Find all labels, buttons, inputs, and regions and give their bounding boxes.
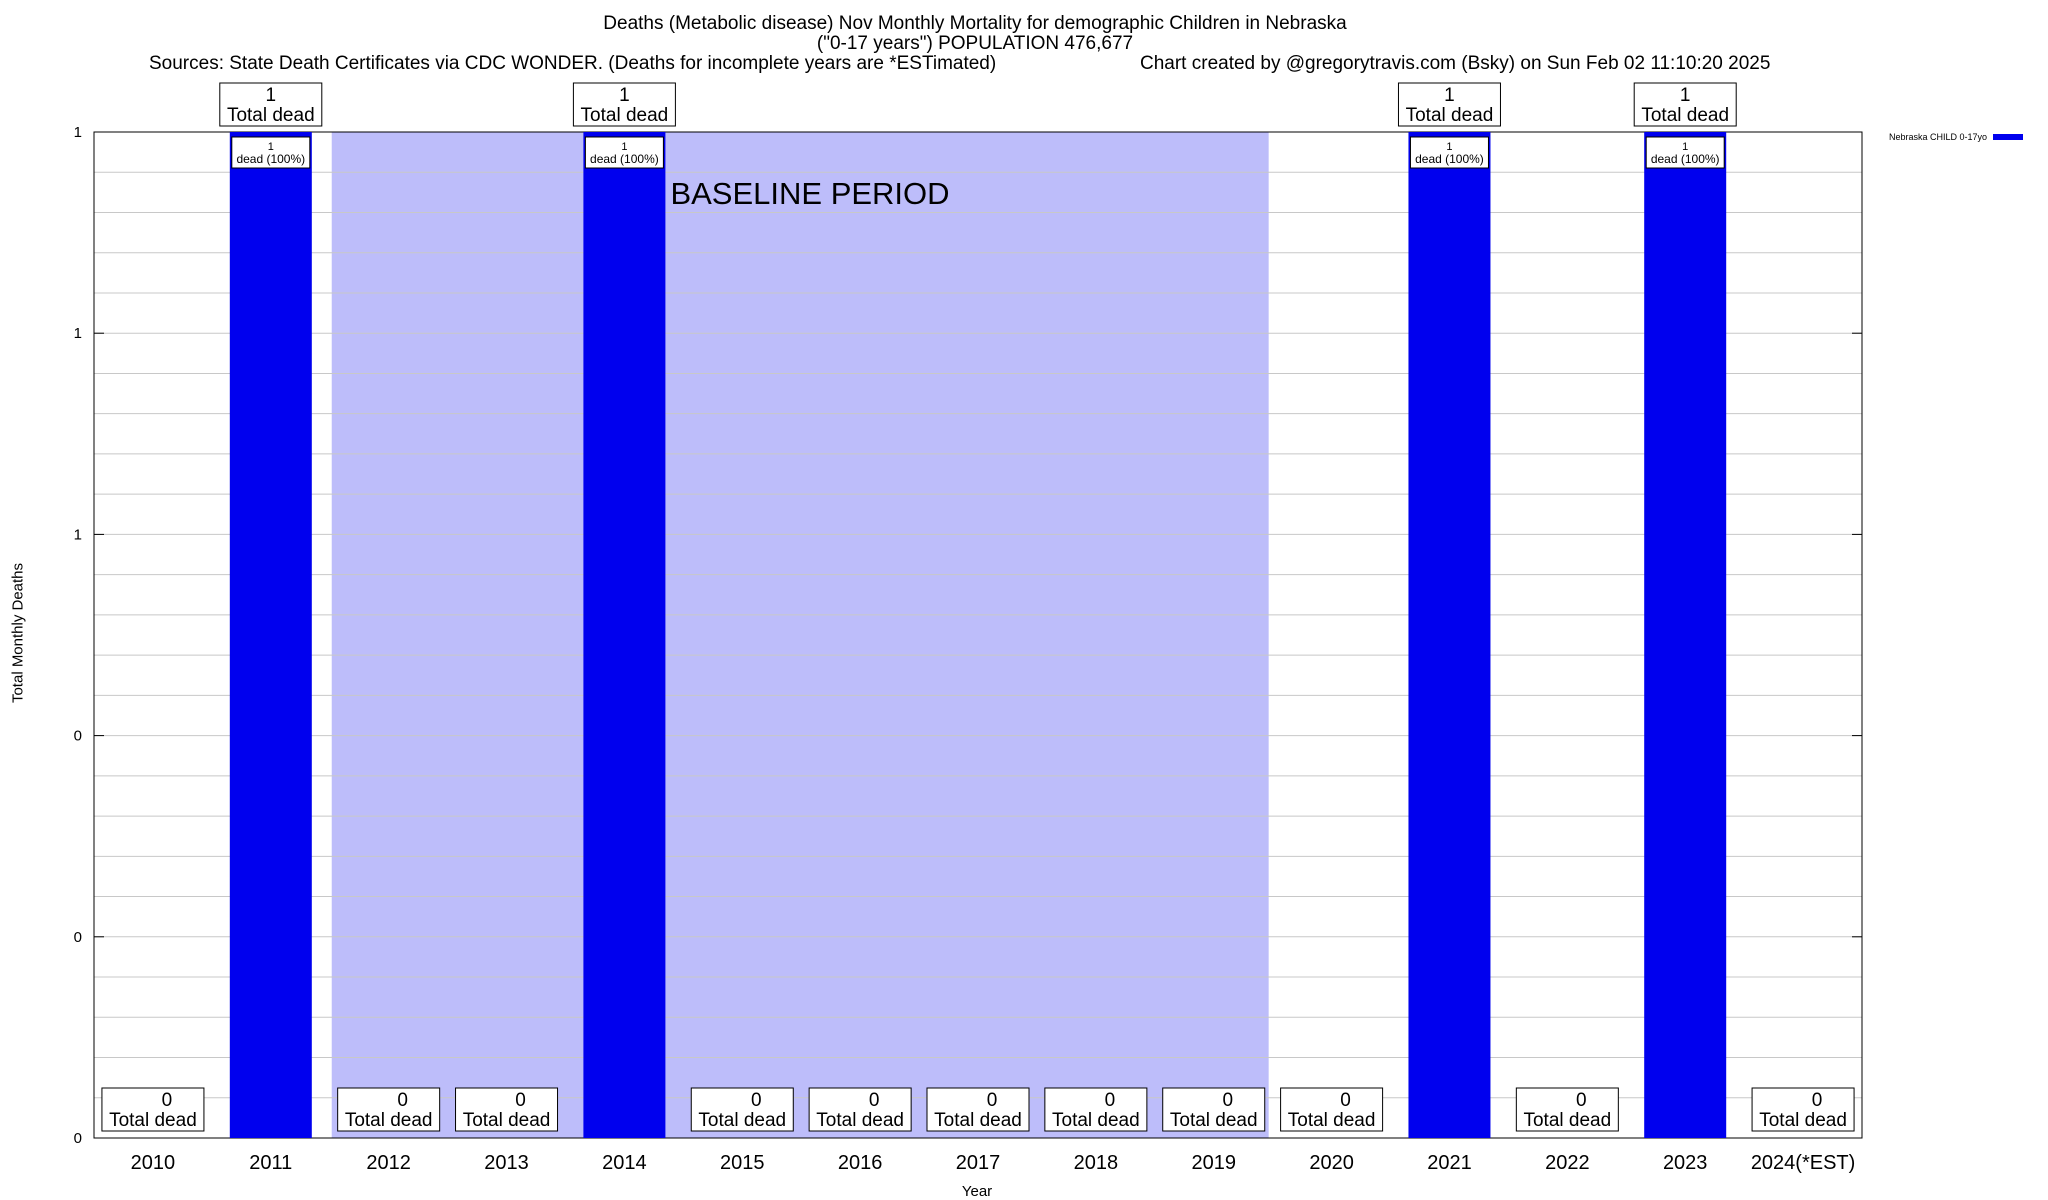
y-tick-label: 0 [74, 728, 82, 745]
bar-total-value: 1 [1680, 85, 1691, 106]
bar-total-label-box [455, 1087, 559, 1132]
x-tick-label: 2022 [1545, 1152, 1590, 1174]
y-tick-label: 1 [74, 124, 82, 141]
chart-subtitle: ("0-17 years") POPULATION 476,677 [816, 33, 1134, 54]
chart-title: Deaths (Metabolic disease) Nov Monthly M… [603, 13, 1347, 34]
x-tick-label: 2014 [602, 1152, 647, 1174]
bar-total-value: 1 [619, 85, 630, 106]
bar [1644, 132, 1727, 1138]
bar-inner-value: 1 [1446, 141, 1452, 153]
bar-total-value: 1 [1444, 85, 1455, 106]
bar-total-label: Total dead [109, 1110, 197, 1131]
bar-total-label: Total dead [1406, 105, 1494, 126]
bar-total-value: 0 [515, 1090, 526, 1111]
bar-total-value: 1 [266, 85, 277, 106]
x-tick-label: 2015 [720, 1152, 765, 1174]
x-tick-label: 2023 [1663, 1152, 1708, 1174]
bar-total-label-box [926, 1087, 1030, 1132]
bar-inner-value: 1 [268, 141, 274, 153]
bar-total-value: 0 [1812, 1090, 1823, 1111]
x-tick-label: 2018 [1074, 1152, 1119, 1174]
y-tick-label: 1 [74, 325, 82, 342]
bar-total-label: Total dead [227, 105, 315, 126]
bar-inner-label: dead (100%) [1415, 152, 1484, 166]
bar-total-value: 0 [869, 1090, 880, 1111]
bar-total-label-box [1633, 82, 1737, 127]
x-tick-label: 2012 [366, 1152, 411, 1174]
bar-total-label-box [219, 82, 323, 127]
y-tick-label: 0 [74, 929, 82, 946]
x-tick-label: 2020 [1309, 1152, 1354, 1174]
baseline-period-label: BASELINE PERIOD [670, 176, 949, 211]
bar-total-label: Total dead [581, 105, 669, 126]
x-tick-label: 2013 [484, 1152, 529, 1174]
bar [229, 132, 312, 1138]
bar [1408, 132, 1491, 1138]
bar-inner-value: 1 [621, 141, 627, 153]
bar-inner-label-box [231, 136, 311, 169]
bar-total-label-box [1044, 1087, 1148, 1132]
bar-inner-label-box [1645, 136, 1725, 169]
bar-total-label: Total dead [816, 1110, 904, 1131]
x-tick-label: 2011 [249, 1152, 292, 1174]
bar-total-label-box [1280, 1087, 1384, 1132]
bar-inner-label: dead (100%) [590, 152, 659, 166]
bar-inner-label: dead (100%) [236, 152, 305, 166]
baseline-period-region [331, 132, 1269, 1138]
bar-total-label: Total dead [1288, 1110, 1376, 1131]
chart-sources: Sources: State Death Certificates via CD… [149, 53, 997, 74]
bar-total-value: 0 [397, 1090, 408, 1111]
chart-credit: Chart created by @gregorytravis.com (Bsk… [1140, 53, 1771, 74]
x-axis-label: Year [961, 1183, 993, 1200]
bar-inner-value: 1 [1682, 141, 1688, 153]
bar-total-label: Total dead [1052, 1110, 1140, 1131]
legend-swatch [1993, 134, 2024, 140]
bar-total-label: Total dead [1170, 1110, 1258, 1131]
bar-total-label: Total dead [934, 1110, 1022, 1131]
legend: Nebraska CHILD 0-17yo [1889, 132, 2024, 142]
bar-inner-label-box [584, 136, 664, 169]
bar-total-label-box [337, 1087, 441, 1132]
bar-total-value: 0 [1222, 1090, 1233, 1111]
y-tick-label: 0 [74, 1130, 82, 1147]
bar-total-label-box [1515, 1087, 1619, 1132]
bar-inner-label-box [1409, 136, 1489, 169]
bar-total-label-box [1397, 82, 1501, 127]
bar-total-label: Total dead [698, 1110, 786, 1131]
bar-total-label-box [572, 82, 676, 127]
x-tick-label: 2010 [131, 1152, 176, 1174]
bar-total-label: Total dead [1759, 1110, 1847, 1131]
bar-total-label: Total dead [1523, 1110, 1611, 1131]
bar-total-label: Total dead [345, 1110, 433, 1131]
y-axis-label: Total Monthly Deaths [9, 562, 27, 704]
x-tick-label: 2017 [956, 1152, 1001, 1174]
x-tick-label: 2019 [1191, 1152, 1236, 1174]
bar-total-value: 0 [1576, 1090, 1587, 1111]
bar-total-value: 0 [987, 1090, 998, 1111]
bar-total-label-box [690, 1087, 794, 1132]
bar [583, 132, 666, 1138]
plot-frame [93, 131, 1863, 1139]
bar-total-label-box [1162, 1087, 1266, 1132]
bar-total-label-box [101, 1087, 205, 1132]
bar-total-value: 0 [162, 1090, 173, 1111]
bar-total-label-box [1751, 1087, 1855, 1132]
legend-entry-label: Nebraska CHILD 0-17yo [1889, 132, 1988, 142]
bar-inner-label: dead (100%) [1651, 152, 1720, 166]
bar-total-label: Total dead [1641, 105, 1729, 126]
x-tick-label: 2021 [1427, 1152, 1472, 1174]
bar-total-value: 0 [1340, 1090, 1351, 1111]
x-tick-label: 2016 [838, 1152, 883, 1174]
y-tick-label: 1 [74, 526, 82, 543]
bar-total-label-box [808, 1087, 912, 1132]
bar-total-value: 0 [751, 1090, 762, 1111]
bar-total-label: Total dead [463, 1110, 551, 1131]
x-tick-label: 2024(*EST) [1751, 1152, 1856, 1174]
bar-total-value: 0 [1105, 1090, 1116, 1111]
